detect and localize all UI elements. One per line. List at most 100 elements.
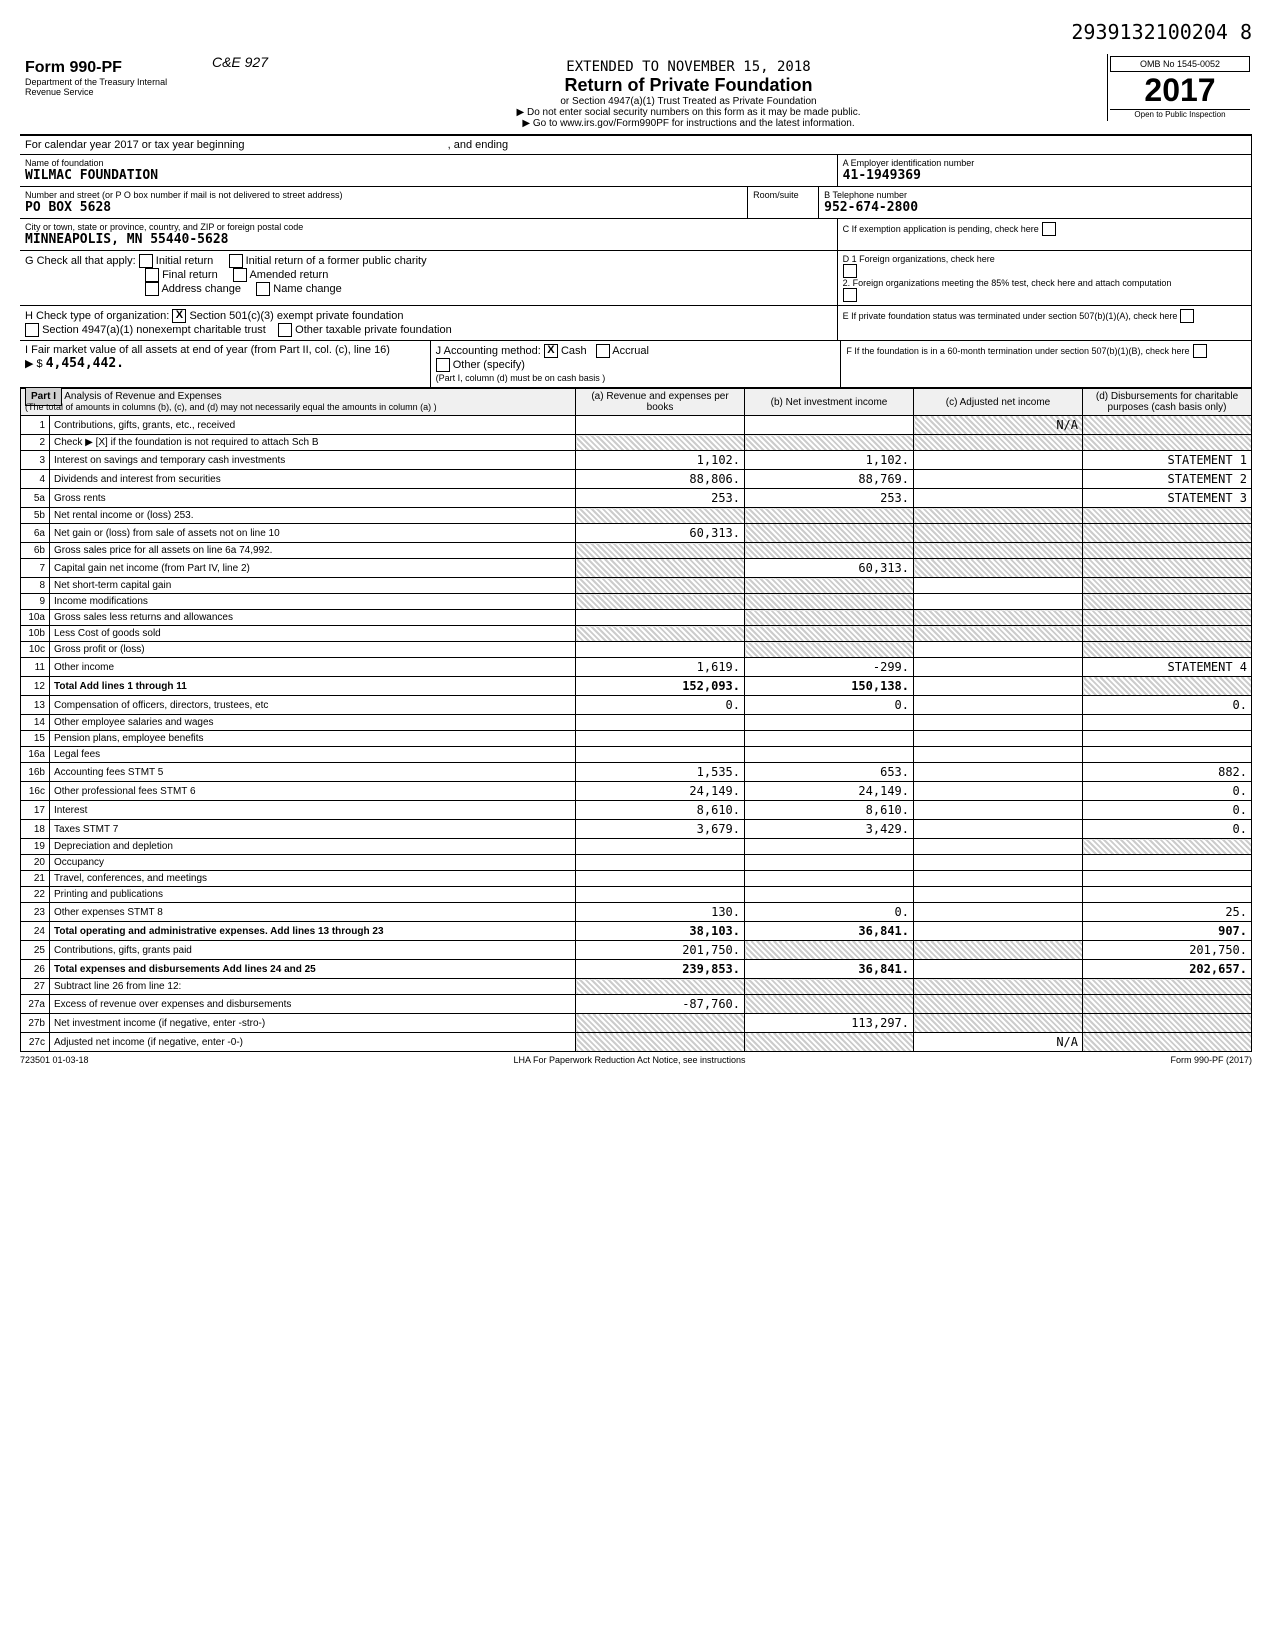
line-20: 20Occupancy (21, 855, 1252, 871)
line-21: 21Travel, conferences, and meetings (21, 871, 1252, 887)
line-12-col-b: 150,138. (745, 677, 914, 696)
line-label-11: Other income (50, 658, 576, 677)
line-27-col-a (576, 979, 745, 995)
line-6b-col-c (914, 543, 1083, 559)
line-label-13: Compensation of officers, directors, tru… (50, 696, 576, 715)
line-1: 1Contributions, gifts, grants, etc., rec… (21, 416, 1252, 435)
line-3: 3Interest on savings and temporary cash … (21, 451, 1252, 470)
line-20-col-b (745, 855, 914, 871)
initial-return-checkbox[interactable] (139, 254, 153, 268)
line-20-col-d (1083, 855, 1252, 871)
line-number: 16c (21, 782, 50, 801)
i-amount: 4,454,442. (46, 356, 124, 371)
line-number: 10a (21, 610, 50, 626)
line-25-col-d: 201,750. (1083, 941, 1252, 960)
line-3-col-d: STATEMENT 1 (1083, 451, 1252, 470)
line-14: 14Other employee salaries and wages (21, 715, 1252, 731)
line-27b-col-a (576, 1014, 745, 1033)
line-17: 17Interest8,610.8,610.0. (21, 801, 1252, 820)
line-number: 16b (21, 763, 50, 782)
line-2-col-a (576, 435, 745, 451)
j-label: J Accounting method: (436, 345, 541, 357)
initial-former-checkbox[interactable] (229, 254, 243, 268)
f-checkbox[interactable] (1193, 344, 1207, 358)
line-27c-col-b (745, 1033, 914, 1052)
h-opt1-checkbox[interactable]: X (172, 309, 186, 323)
j-cash-checkbox[interactable]: X (544, 344, 558, 358)
line-23-col-c (914, 903, 1083, 922)
j-cash: Cash (561, 345, 587, 357)
col-c-header: (c) Adjusted net income (914, 389, 1083, 416)
initial-former: Initial return of a former public charit… (246, 255, 427, 267)
line-label-10c: Gross profit or (loss) (50, 642, 576, 658)
line-16c-col-b: 24,149. (745, 782, 914, 801)
amended-checkbox[interactable] (233, 268, 247, 282)
line-label-6b: Gross sales price for all assets on line… (50, 543, 576, 559)
line-12: 12Total Add lines 1 through 11152,093.15… (21, 677, 1252, 696)
line-18-col-c (914, 820, 1083, 839)
line-number: 23 (21, 903, 50, 922)
line-9-col-b (745, 594, 914, 610)
line-16b-col-c (914, 763, 1083, 782)
line-label-6a: Net gain or (loss) from sale of assets n… (50, 524, 576, 543)
line-7-col-a (576, 559, 745, 578)
part1-subtitle: Analysis of Revenue and Expenses (64, 391, 221, 402)
e-checkbox[interactable] (1180, 309, 1194, 323)
line-14-col-b (745, 715, 914, 731)
line-27b: 27bNet investment income (if negative, e… (21, 1014, 1252, 1033)
j-accrual-checkbox[interactable] (596, 344, 610, 358)
line-16a: 16aLegal fees (21, 747, 1252, 763)
h-opt3-checkbox[interactable] (278, 323, 292, 337)
line-14-col-a (576, 715, 745, 731)
line-11-col-c (914, 658, 1083, 677)
line-16c-col-d: 0. (1083, 782, 1252, 801)
line-number: 20 (21, 855, 50, 871)
line-16a-col-c (914, 747, 1083, 763)
line-5a-col-a: 253. (576, 489, 745, 508)
line-11: 11Other income1,619.-299.STATEMENT 4 (21, 658, 1252, 677)
line-16a-col-a (576, 747, 745, 763)
line-10a-col-c (914, 610, 1083, 626)
line-8-col-d (1083, 578, 1252, 594)
line-number: 11 (21, 658, 50, 677)
footer-form: Form 990-PF (2017) (1170, 1055, 1252, 1065)
final-return-checkbox[interactable] (145, 268, 159, 282)
line-number: 5a (21, 489, 50, 508)
line-22-col-c (914, 887, 1083, 903)
dept-label: Department of the Treasury Internal Reve… (25, 77, 205, 97)
city-label: City or town, state or province, country… (25, 222, 832, 232)
exemption-label: C If exemption application is pending, c… (843, 224, 1039, 234)
line-10c-col-b (745, 642, 914, 658)
h-opt2-checkbox[interactable] (25, 323, 39, 337)
line-number: 7 (21, 559, 50, 578)
line-label-4: Dividends and interest from securities (50, 470, 576, 489)
d1-checkbox[interactable] (843, 264, 857, 278)
j-other-checkbox[interactable] (436, 358, 450, 372)
line-9-col-c (914, 594, 1083, 610)
line-3-col-b: 1,102. (745, 451, 914, 470)
form-number: Form 990-PF (25, 59, 205, 77)
final-return: Final return (162, 269, 218, 281)
line-27b-col-b: 113,297. (745, 1014, 914, 1033)
address-change-checkbox[interactable] (145, 282, 159, 296)
exemption-checkbox[interactable] (1042, 222, 1056, 236)
line-label-1: Contributions, gifts, grants, etc., rece… (50, 416, 576, 435)
line-21-col-c (914, 871, 1083, 887)
line-label-14: Other employee salaries and wages (50, 715, 576, 731)
line-4-col-b: 88,769. (745, 470, 914, 489)
line-19-col-d (1083, 839, 1252, 855)
f-label: F If the foundation is in a 60-month ter… (846, 346, 1189, 356)
line-10a: 10aGross sales less returns and allowanc… (21, 610, 1252, 626)
line-10a-col-a (576, 610, 745, 626)
line-27a-col-c (914, 995, 1083, 1014)
line-label-18: Taxes STMT 7 (50, 820, 576, 839)
line-6b-col-a (576, 543, 745, 559)
e-label: E If private foundation status was termi… (843, 311, 1178, 321)
line-17-col-c (914, 801, 1083, 820)
line-number: 2 (21, 435, 50, 451)
d2-checkbox[interactable] (843, 288, 857, 302)
line-number: 24 (21, 922, 50, 941)
round-stamp: C&E 927 (210, 54, 270, 70)
name-change-checkbox[interactable] (256, 282, 270, 296)
line-14-col-d (1083, 715, 1252, 731)
